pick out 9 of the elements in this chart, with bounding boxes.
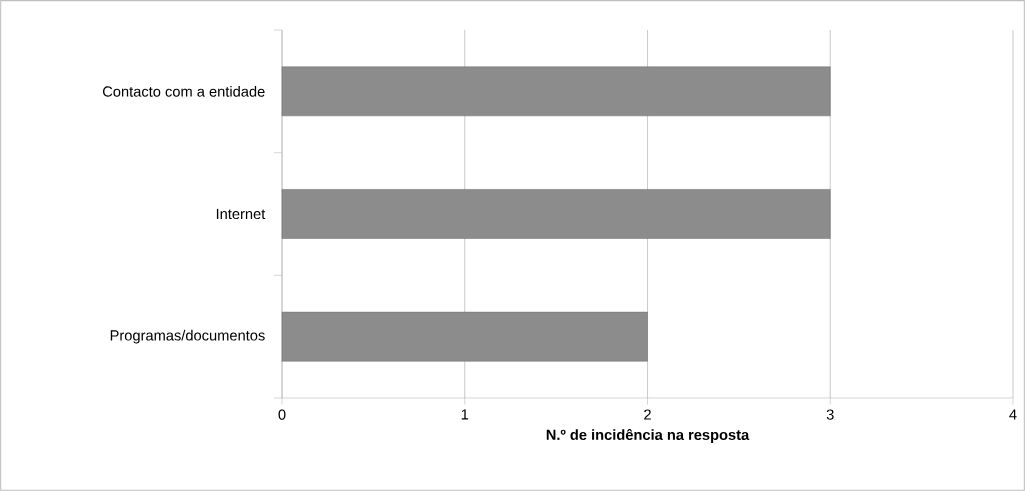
y-tick-label: Programas/documentos — [110, 329, 265, 344]
x-tick-label: 3 — [826, 409, 834, 420]
x-axis-title: N.º de incidência na resposta — [546, 428, 750, 443]
x-tick-label: 1 — [461, 409, 469, 420]
x-tick-label: 0 — [278, 409, 286, 420]
x-tick-label: 4 — [1009, 409, 1017, 420]
y-tick-label: Internet — [216, 208, 266, 220]
y-tick-label: Contacto com a entidade — [102, 85, 265, 97]
x-tick-label: 2 — [644, 409, 651, 420]
